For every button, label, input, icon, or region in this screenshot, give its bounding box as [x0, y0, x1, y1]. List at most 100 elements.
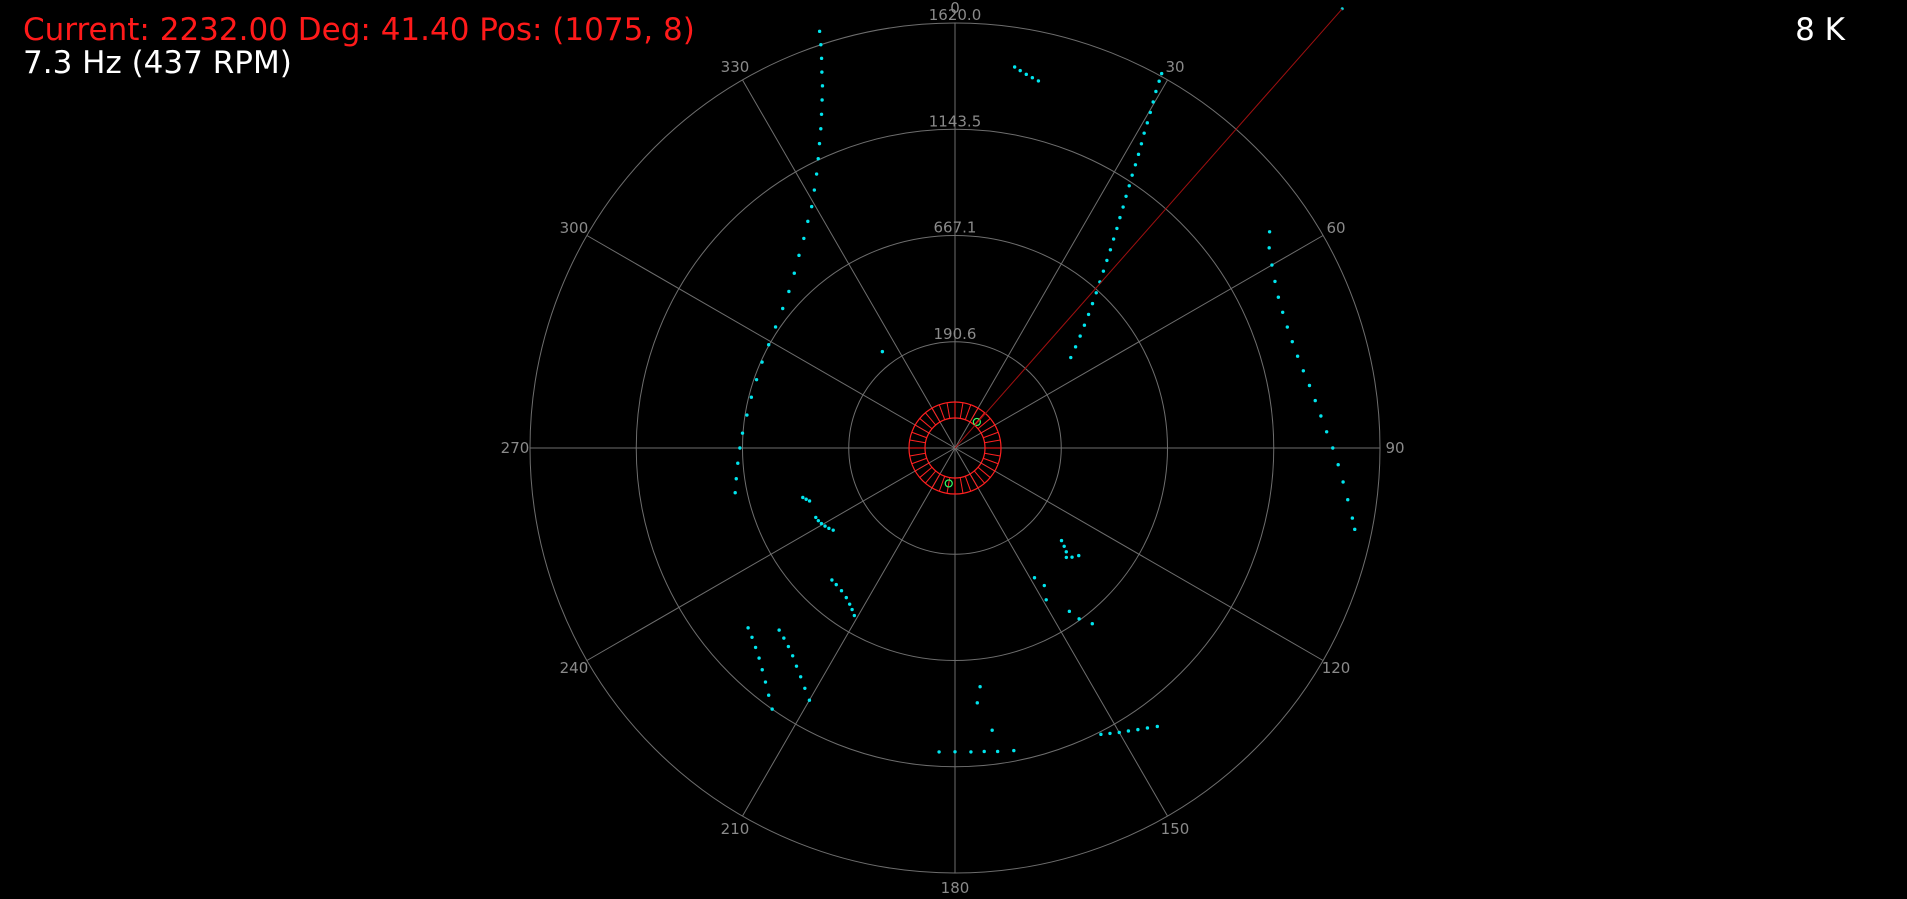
grid-spoke-30: [954, 79, 1168, 449]
robot-hatch-230: [919, 466, 933, 478]
scan-point: [760, 360, 764, 364]
frequency-readout: 7.3 Hz (437 RPM): [23, 45, 292, 81]
scan-point: [1064, 555, 1069, 560]
angle-tick-300: 300: [560, 219, 589, 237]
scan-point: [1121, 205, 1125, 209]
scan-point: [1130, 173, 1134, 177]
scan-point: [820, 98, 824, 102]
radial-tick-4: 1620.0: [929, 6, 982, 24]
scan-point: [1077, 553, 1081, 558]
scan-point: [1012, 748, 1016, 753]
scan-point: [781, 306, 785, 311]
scan-point: [1090, 622, 1094, 626]
scan-point: [734, 477, 738, 481]
scan-point: [757, 656, 761, 660]
scan-point: [844, 595, 848, 600]
scan-point: [1313, 398, 1317, 403]
robot-hatch-100: [984, 452, 1001, 457]
robot-hatch-150: [969, 473, 979, 489]
radial-tick-3: 1143.5: [929, 112, 982, 130]
grid-spoke-60: [954, 235, 1324, 449]
scan-point: [990, 728, 994, 732]
scan-point: [1267, 246, 1271, 250]
robot-hatch-320: [925, 412, 937, 426]
scan-point: [880, 349, 885, 354]
robot-hatch-330: [931, 407, 941, 423]
robot-hatch-30: [969, 407, 979, 423]
scan-point: [1341, 480, 1345, 484]
scan-point: [1030, 75, 1035, 80]
grid-spoke-150: [954, 447, 1168, 817]
scan-point: [820, 70, 824, 74]
scan-point: [777, 628, 781, 632]
grid-spoke-210: [742, 447, 956, 817]
scan-point: [1077, 617, 1081, 621]
scan-point: [969, 750, 973, 754]
scan-point: [834, 582, 838, 587]
scan-point: [1145, 726, 1150, 730]
scan-point: [1101, 269, 1106, 273]
grid-spoke-120: [954, 447, 1324, 661]
scan-point: [763, 680, 768, 684]
scan-point: [1064, 550, 1068, 554]
radial-tick-2: 667.1: [934, 219, 977, 237]
robot-hatch-250: [911, 457, 927, 465]
scan-point: [1350, 516, 1355, 520]
scan-point: [1270, 263, 1274, 267]
scan-point: [823, 524, 827, 528]
robot-hatch-80: [984, 439, 1001, 444]
robot-hatch-110: [983, 457, 999, 465]
robot-hatch-120: [980, 462, 996, 472]
scan-point: [1124, 194, 1128, 199]
scan-point: [1059, 538, 1064, 543]
scan-point: [1159, 71, 1164, 76]
angle-tick-90: 90: [1385, 439, 1404, 457]
robot-hatch-350: [946, 402, 951, 419]
scan-point: [831, 528, 835, 532]
angle-tick-180: 180: [941, 879, 970, 897]
scan-point: [819, 521, 824, 526]
scan-point: [1082, 323, 1087, 327]
scan-point: [982, 749, 986, 754]
grid-spoke-330: [742, 79, 956, 449]
scan-point: [1105, 258, 1109, 263]
scan-point: [1070, 555, 1074, 559]
scan-point: [766, 343, 771, 347]
scan-point: [847, 602, 852, 606]
scan-point: [1115, 226, 1119, 231]
scan-point: [1148, 110, 1153, 115]
scan-point: [1108, 248, 1113, 252]
robot-hatch-20: [964, 404, 972, 420]
scan-point: [1290, 339, 1294, 344]
scan-point: [820, 84, 825, 88]
scan-point: [839, 588, 844, 593]
scan-point: [1157, 79, 1161, 83]
scan-point: [817, 29, 822, 34]
scan-point: [750, 635, 754, 639]
scan-point: [1078, 334, 1082, 338]
scan-point: [1285, 325, 1290, 329]
scan-point: [786, 644, 791, 649]
polar-grid: [529, 22, 1381, 874]
scan-point: [1094, 291, 1098, 295]
scan-point: [766, 693, 771, 697]
scan-point: [749, 395, 754, 399]
scan-point: [1331, 446, 1335, 450]
scan-point: [1127, 184, 1131, 188]
scan-point: [1324, 430, 1329, 434]
scan-point: [760, 668, 764, 672]
scan-point: [995, 749, 1000, 754]
scan-point: [1133, 163, 1138, 167]
grid-spoke-300: [586, 235, 956, 449]
scan-point: [812, 188, 817, 192]
angle-tick-270: 270: [501, 439, 530, 457]
scan-point: [733, 491, 737, 495]
scan-point: [1073, 345, 1078, 349]
scan-point: [1012, 65, 1017, 69]
scan-point: [1139, 142, 1144, 146]
scan-point: [1346, 498, 1350, 502]
scan-point: [794, 664, 799, 668]
scan-point: [1067, 609, 1072, 614]
scan-point: [782, 636, 786, 640]
